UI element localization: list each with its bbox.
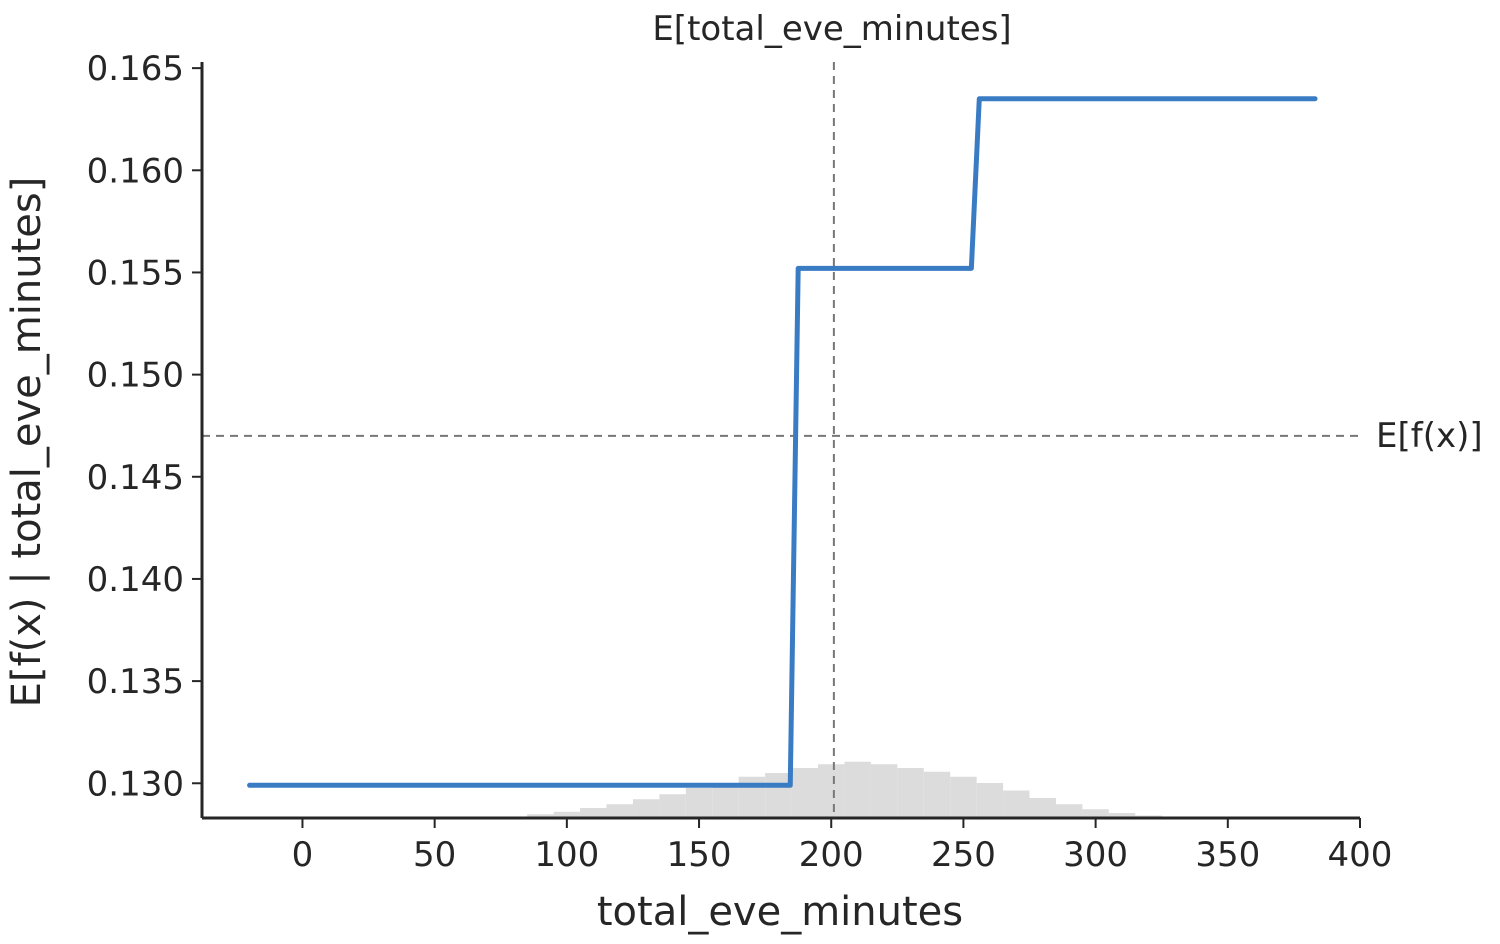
y-tick-label: 0.155 — [87, 253, 184, 293]
axes — [200, 62, 1360, 820]
ticks: 0 50 100 150 200 250 300 350 400 0.130 0.135 0.140 0… — [87, 49, 1393, 875]
x-axis-label: total_eve_minutes — [597, 889, 963, 935]
x-tick-label: 350 — [1195, 835, 1260, 875]
reference-lines — [202, 62, 1362, 818]
y-tick-label: 0.130 — [87, 764, 184, 804]
histogram-bar — [1003, 790, 1030, 818]
x-tick-label: 200 — [799, 835, 864, 875]
histogram-bar — [606, 804, 633, 818]
histogram-bar — [527, 814, 554, 818]
y-axis-label: E[f(x) | total_eve_minutes] — [4, 177, 50, 708]
histogram-bar — [923, 771, 951, 818]
histogram-bar — [844, 761, 871, 818]
y-tick-label: 0.145 — [87, 458, 184, 498]
histogram-bar — [897, 768, 924, 818]
histogram-bar — [818, 764, 845, 818]
histogram-bar — [950, 776, 977, 818]
histogram-bar — [1055, 804, 1083, 818]
y-tick-label: 0.150 — [87, 356, 184, 396]
x-tick-label: 100 — [534, 835, 599, 875]
histogram-bar — [685, 788, 713, 818]
x-tick-label: 400 — [1328, 835, 1393, 875]
x-tick-label: 0 — [292, 835, 314, 875]
feature-histogram — [527, 761, 1162, 818]
y-tick-label: 0.135 — [87, 662, 184, 702]
histogram-bar — [791, 768, 819, 818]
histogram-bar — [1108, 813, 1136, 818]
histogram-bar — [870, 764, 898, 818]
expected-prediction-label: E[f(x)] — [1376, 416, 1483, 456]
histogram-bar — [659, 794, 686, 818]
histogram-bar — [1082, 809, 1109, 818]
series-layer — [247, 96, 1318, 788]
x-tick-label: 150 — [667, 835, 732, 875]
x-tick-label: 250 — [931, 835, 996, 875]
histogram-bar — [765, 773, 792, 818]
y-tick-label: 0.160 — [87, 151, 184, 191]
histogram-bar — [712, 783, 739, 818]
chart-title: E[total_eve_minutes] — [652, 9, 1011, 49]
histogram-bar — [976, 783, 1004, 818]
partial-dependence-line — [247, 96, 1318, 788]
histogram-bar — [632, 799, 660, 818]
x-tick-label: 50 — [413, 835, 456, 875]
y-tick-label: 0.165 — [87, 49, 184, 89]
histogram-bar — [1029, 798, 1056, 818]
histogram-bar — [553, 811, 581, 818]
x-tick-label: 300 — [1063, 835, 1128, 875]
y-tick-label: 0.140 — [87, 560, 184, 600]
histogram-bar — [580, 808, 607, 818]
